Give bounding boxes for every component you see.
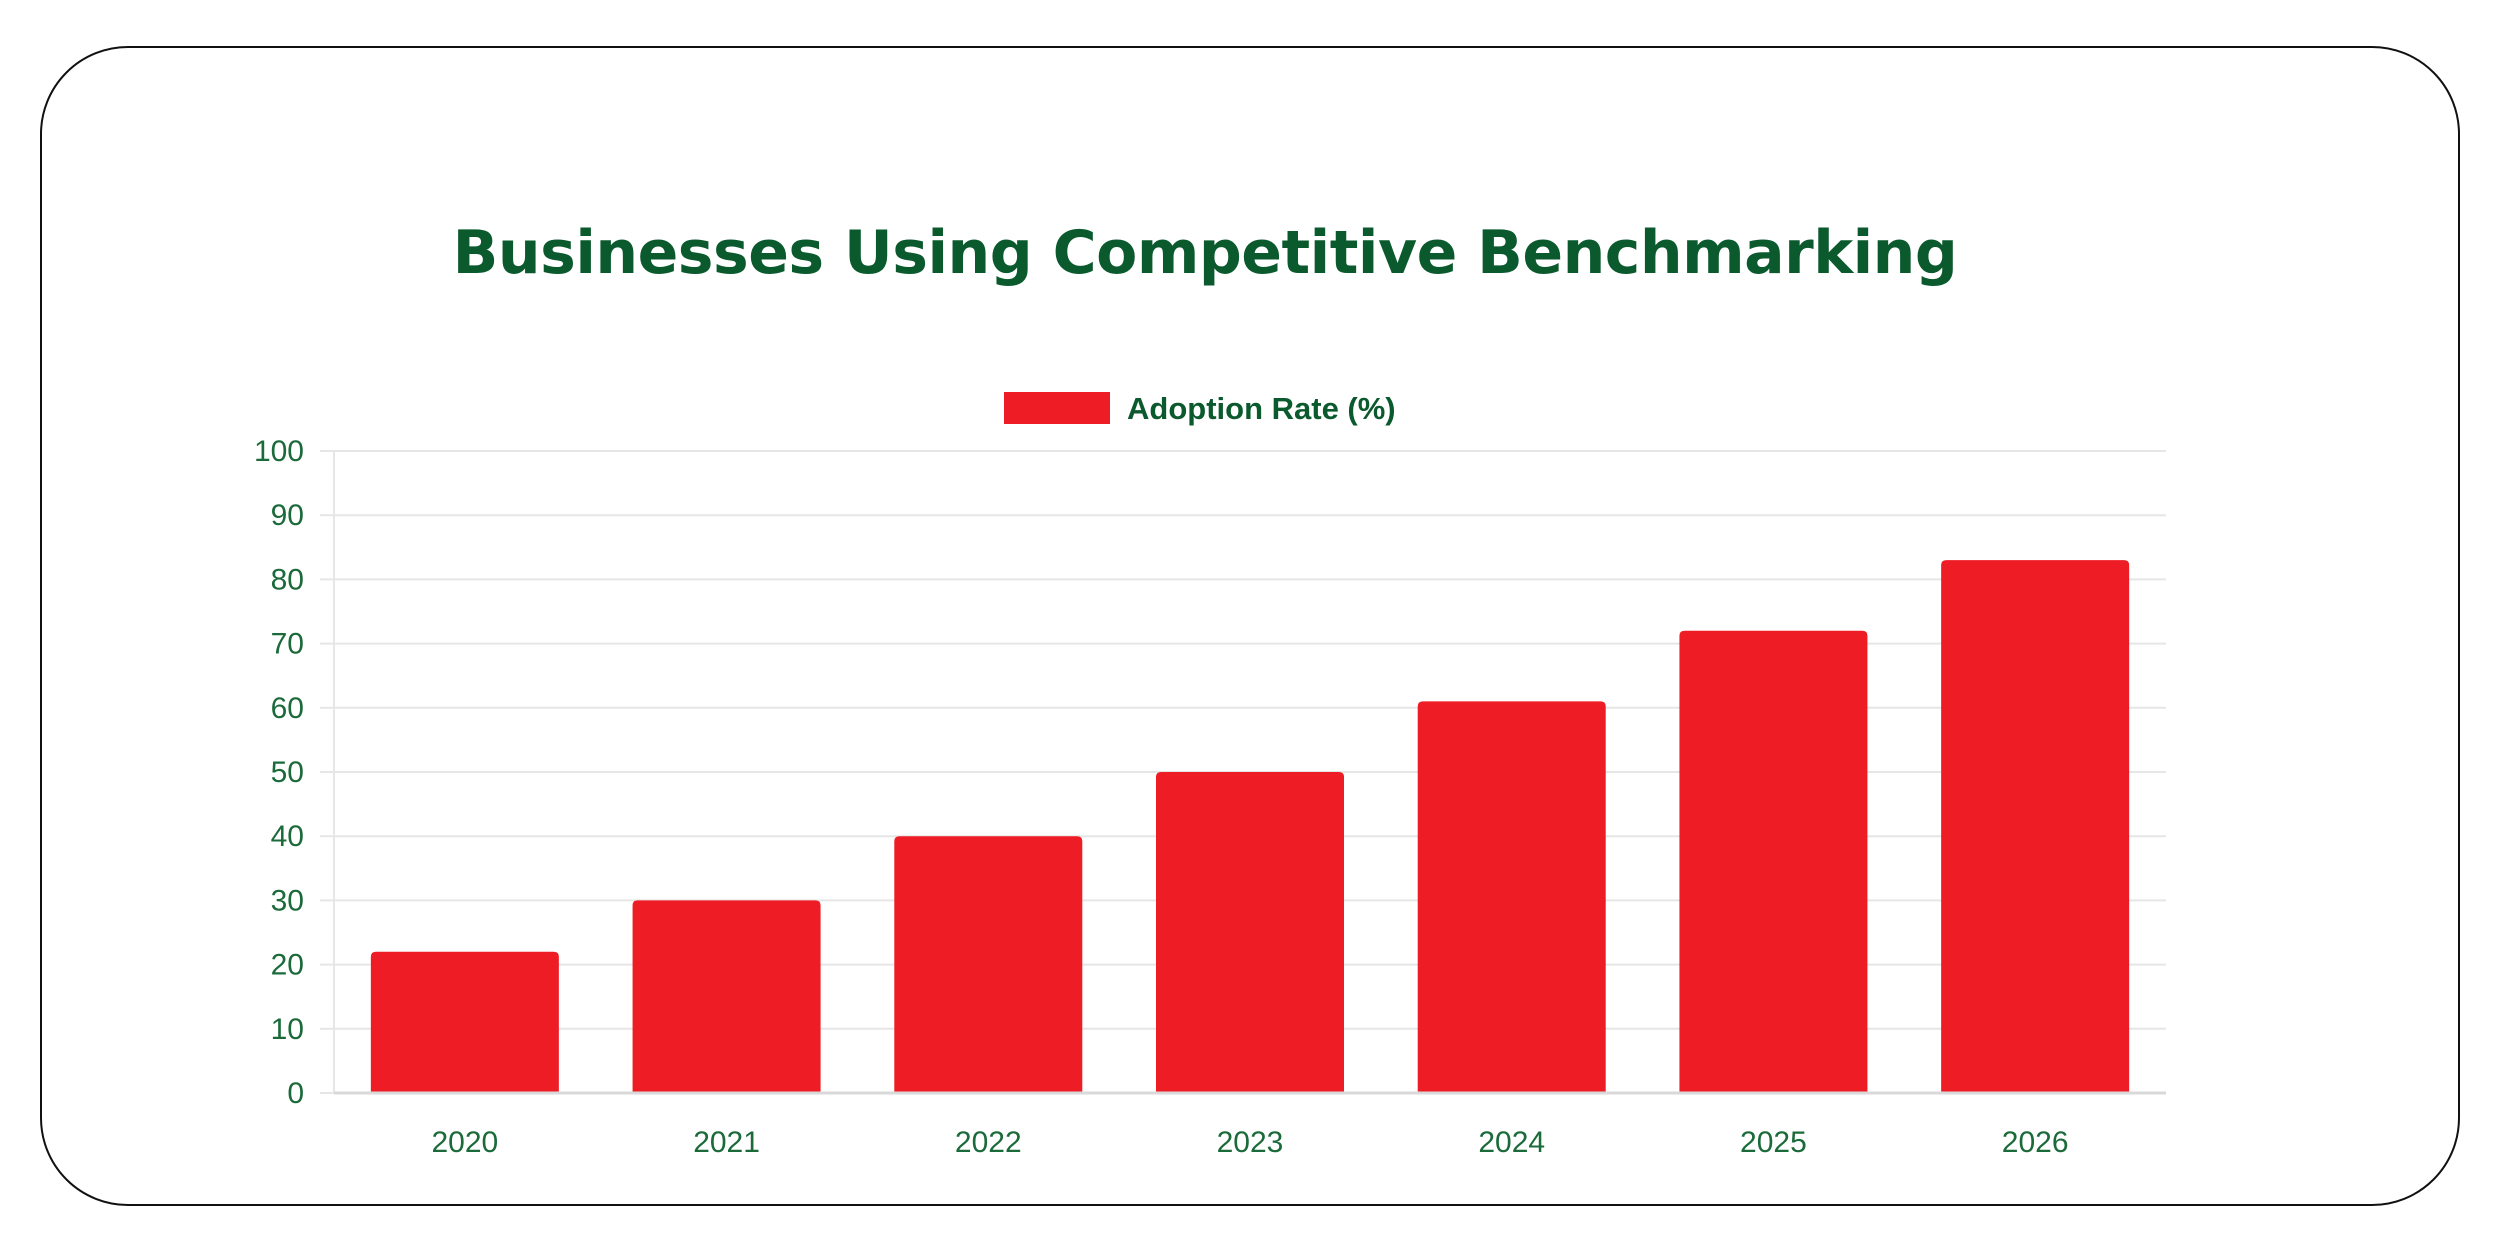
y-tick-label: 20 xyxy=(271,949,304,982)
bar-2021[interactable] xyxy=(632,900,821,1093)
legend-label: Adoption Rate (%) xyxy=(1127,391,1396,426)
bar-2023[interactable] xyxy=(1156,772,1344,1093)
y-tick-label: 100 xyxy=(254,435,304,468)
y-tick-label: 70 xyxy=(271,628,304,661)
y-tick-label: 90 xyxy=(271,499,304,532)
x-tick-label: 2025 xyxy=(1740,1126,1807,1159)
legend[interactable]: Adoption Rate (%) xyxy=(1004,391,1396,426)
y-tick-label: 80 xyxy=(271,563,304,596)
x-tick-label: 2020 xyxy=(431,1126,498,1159)
y-tick-label: 10 xyxy=(271,1013,304,1046)
x-tick-label: 2026 xyxy=(2002,1126,2069,1159)
x-axis: 2020 2021 2022 2023 2024 2025 2026 xyxy=(431,1126,2068,1159)
chart-title: Businesses Using Competitive Benchmarkin… xyxy=(452,218,1958,288)
y-tick-label: 30 xyxy=(271,884,304,917)
y-axis: 0 10 20 30 40 50 60 70 80 90 100 xyxy=(254,435,304,1110)
bar-2024[interactable] xyxy=(1417,701,1606,1093)
legend-swatch xyxy=(1004,392,1110,424)
bar-2020[interactable] xyxy=(370,951,559,1093)
y-tick-label: 0 xyxy=(287,1077,304,1110)
x-tick-label: 2021 xyxy=(693,1126,760,1159)
y-tick-label: 50 xyxy=(271,756,304,789)
x-tick-label: 2023 xyxy=(1217,1126,1284,1159)
bar-2026[interactable] xyxy=(1941,560,2130,1093)
bar-2025[interactable] xyxy=(1679,630,1868,1093)
y-tick-label: 40 xyxy=(271,820,304,853)
y-tick-label: 60 xyxy=(271,692,304,725)
x-tick-label: 2022 xyxy=(955,1126,1022,1159)
x-tick-label: 2024 xyxy=(1478,1126,1545,1159)
bar-series xyxy=(334,560,2166,1095)
bar-2022[interactable] xyxy=(894,836,1083,1093)
